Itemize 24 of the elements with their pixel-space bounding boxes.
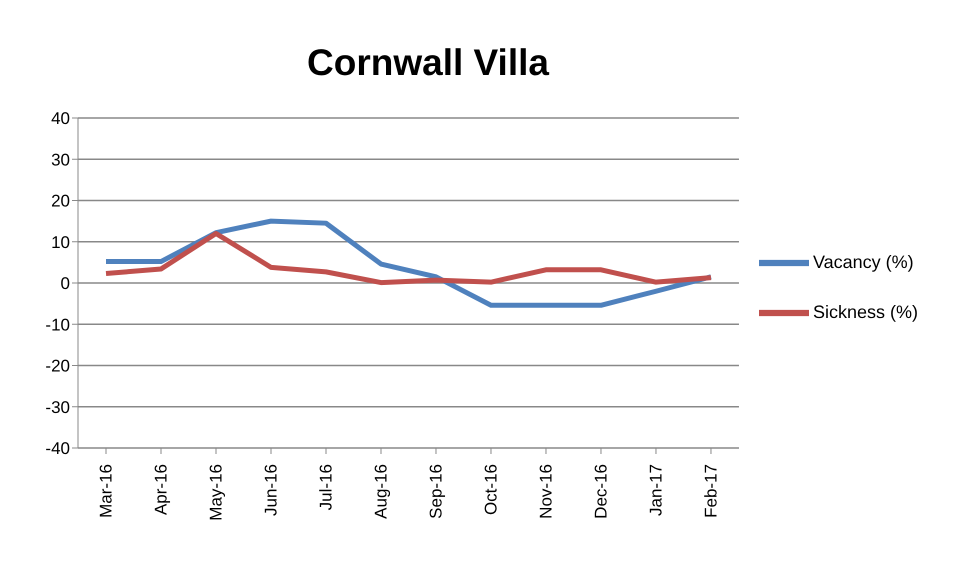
y-tick-label: -40 (45, 439, 70, 458)
y-tick-label: -20 (45, 356, 70, 376)
y-tick-label: 10 (51, 232, 70, 252)
x-tick-label: Mar-16 (96, 464, 116, 518)
x-tick-label: Sep-16 (426, 464, 446, 519)
y-tick-label: -10 (45, 315, 70, 334)
x-tick-label: Feb-17 (701, 464, 720, 518)
y-tick-label: 20 (51, 192, 70, 211)
x-tick-label: Dec-16 (591, 464, 610, 519)
x-tick-label: Jun-16 (261, 464, 280, 516)
x-tick-label: Aug-16 (371, 464, 390, 519)
y-tick-label: 40 (51, 109, 70, 128)
x-tick-label: Oct-16 (481, 464, 500, 516)
legend-label: Sickness (%) (812, 302, 918, 322)
x-tick-label: Jul-16 (316, 464, 336, 510)
y-tick-label: -30 (45, 398, 70, 417)
x-tick-label: Nov-16 (536, 464, 556, 519)
legend-label: Vacancy (%) (812, 252, 914, 272)
x-tick-label: Jan-17 (646, 464, 666, 516)
x-tick-label: Apr-16 (151, 464, 170, 516)
y-tick-label: 0 (60, 274, 70, 294)
y-tick-label: 30 (51, 150, 70, 170)
x-tick-label: May-16 (206, 464, 226, 521)
chart-title: Cornwall Villa (306, 42, 550, 84)
